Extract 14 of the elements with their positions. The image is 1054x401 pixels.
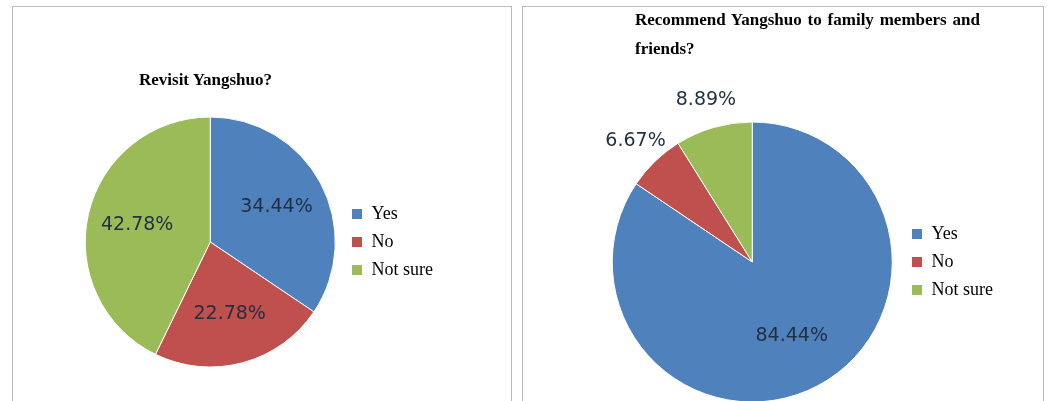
chart-title: Revisit Yangshuo? xyxy=(137,69,273,91)
data-label: 34.44% xyxy=(240,193,313,216)
data-label: 8.89% xyxy=(675,87,737,110)
legend-label: Not sure xyxy=(931,278,994,299)
data-label: 84.44% xyxy=(755,323,828,346)
legend-label: No xyxy=(931,250,954,271)
legend-label: Yes xyxy=(371,202,398,223)
chart-title: Recommend Yangshuo to family members and friends? xyxy=(635,9,980,60)
legend-label: No xyxy=(371,230,394,251)
data-label: 22.78% xyxy=(193,301,266,324)
legend-label: Not sure xyxy=(371,258,434,279)
data-label: 42.78% xyxy=(100,212,174,235)
data-label: 6.67% xyxy=(605,128,666,151)
legend-label: Yes xyxy=(931,222,958,243)
